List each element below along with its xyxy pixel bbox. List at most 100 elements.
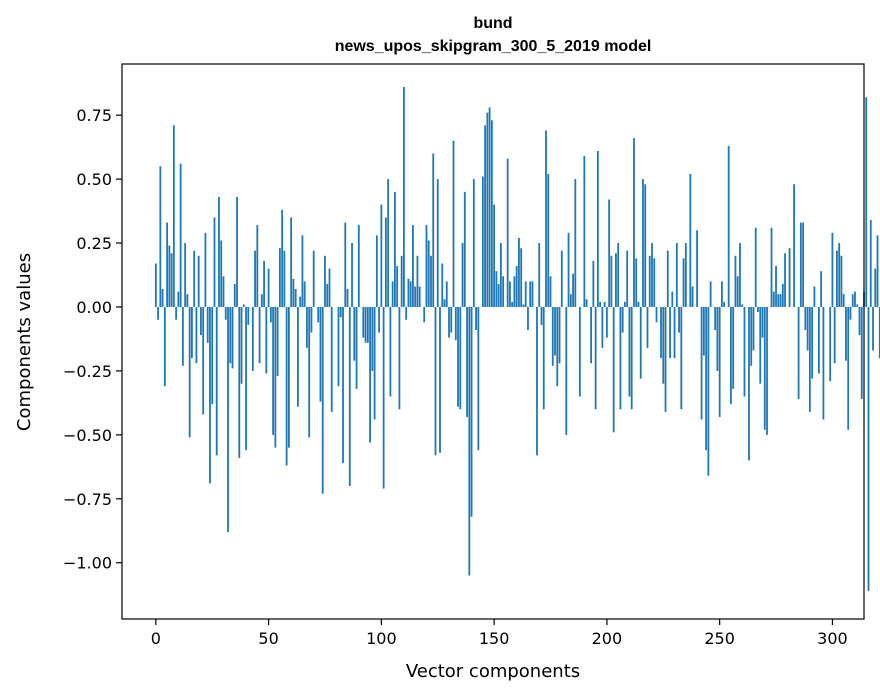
bar-39 xyxy=(242,304,245,307)
bar-195 xyxy=(594,306,597,410)
bar-104 xyxy=(389,306,392,397)
bar-214 xyxy=(637,301,640,307)
bar-3 xyxy=(161,289,164,307)
bar-163 xyxy=(522,304,525,307)
bar-315 xyxy=(865,97,868,307)
bar-289 xyxy=(806,306,809,351)
y-axis: −1.00 −0.75 −0.50 −0.25 0.00 0.25 0.50 0.75 xyxy=(63,106,122,573)
bar-46 xyxy=(258,306,261,364)
bar-141 xyxy=(472,179,475,307)
bar-256 xyxy=(732,306,735,389)
bar-320 xyxy=(876,235,879,307)
bar-47 xyxy=(260,294,263,307)
bar-73 xyxy=(319,306,322,402)
bar-15 xyxy=(188,306,191,438)
bar-152 xyxy=(497,283,500,307)
bar-316 xyxy=(867,306,870,591)
bar-129 xyxy=(445,281,448,307)
bar-276 xyxy=(777,294,780,307)
bar-270 xyxy=(763,306,766,430)
bar-126 xyxy=(439,306,441,453)
bar-24 xyxy=(209,306,211,484)
bar-161 xyxy=(518,237,520,307)
bar-34 xyxy=(231,306,234,369)
bar-190 xyxy=(583,156,586,307)
bar-154 xyxy=(502,276,505,307)
bar-277 xyxy=(779,294,782,307)
bar-258 xyxy=(736,276,739,307)
bar-132 xyxy=(452,140,455,307)
bar-260 xyxy=(741,304,744,307)
bar-194 xyxy=(592,260,595,307)
bar-18 xyxy=(195,306,198,364)
bar-173 xyxy=(545,130,547,307)
bar-67 xyxy=(306,306,308,348)
bar-57 xyxy=(283,250,286,307)
bar-90 xyxy=(357,225,360,307)
x-tick-label: 200 xyxy=(592,629,623,648)
bar-66 xyxy=(303,281,306,307)
bar-10 xyxy=(177,291,180,307)
bar-231 xyxy=(675,243,678,307)
bar-148 xyxy=(488,107,491,307)
bar-249 xyxy=(716,306,719,371)
bar-205 xyxy=(617,243,620,307)
bar-102 xyxy=(384,217,387,307)
bar-12 xyxy=(181,306,184,366)
bar-165 xyxy=(527,306,529,330)
bar-283 xyxy=(793,184,795,307)
bar-38 xyxy=(240,306,243,384)
bar-203 xyxy=(612,306,615,433)
bar-127 xyxy=(441,263,444,307)
bar-301 xyxy=(833,306,836,364)
bar-96 xyxy=(371,306,374,371)
bar-82 xyxy=(339,306,342,318)
bar-245 xyxy=(707,306,710,476)
bar-36 xyxy=(236,197,238,307)
bar-77 xyxy=(328,268,331,307)
bar-98 xyxy=(375,235,378,307)
bar-133 xyxy=(454,306,457,341)
bar-142 xyxy=(475,306,477,330)
bar-69 xyxy=(310,306,313,333)
bar-294 xyxy=(817,306,820,374)
x-tick-label: 250 xyxy=(704,629,735,648)
bar-137 xyxy=(463,191,466,307)
bar-27 xyxy=(215,306,218,456)
bar-101 xyxy=(382,306,385,489)
x-axis-label: Vector components xyxy=(406,661,580,682)
bar-61 xyxy=(292,278,295,307)
bar-13 xyxy=(184,243,187,307)
bar-117 xyxy=(418,286,421,307)
bar-288 xyxy=(804,306,807,330)
bar-55 xyxy=(278,248,281,307)
y-tick-label: 0.00 xyxy=(76,298,112,317)
bar-37 xyxy=(238,306,241,458)
bar-116 xyxy=(416,255,419,307)
bar-226 xyxy=(664,306,667,412)
bar-23 xyxy=(206,306,209,343)
bar-68 xyxy=(308,306,311,438)
bar-252 xyxy=(723,301,726,307)
bar-76 xyxy=(326,283,329,307)
bar-100 xyxy=(380,204,383,307)
bar-221 xyxy=(653,258,656,307)
bar-177 xyxy=(554,306,556,356)
bar-125 xyxy=(436,179,439,307)
bar-81 xyxy=(337,306,340,387)
bar-83 xyxy=(342,306,344,463)
bar-255 xyxy=(730,306,732,405)
bar-44 xyxy=(254,250,256,307)
bar-269 xyxy=(761,306,764,338)
bar-19 xyxy=(197,255,200,307)
bar-119 xyxy=(423,306,426,323)
bar-58 xyxy=(285,306,288,466)
bar-49 xyxy=(265,306,268,374)
x-axis: 0 50 100 150 200 250 300 xyxy=(151,619,848,648)
bar-121 xyxy=(427,240,430,307)
bar-237 xyxy=(689,173,692,307)
bar-114 xyxy=(412,225,414,307)
bar-22 xyxy=(204,232,207,307)
bar-153 xyxy=(499,243,502,307)
bar-124 xyxy=(434,306,437,456)
